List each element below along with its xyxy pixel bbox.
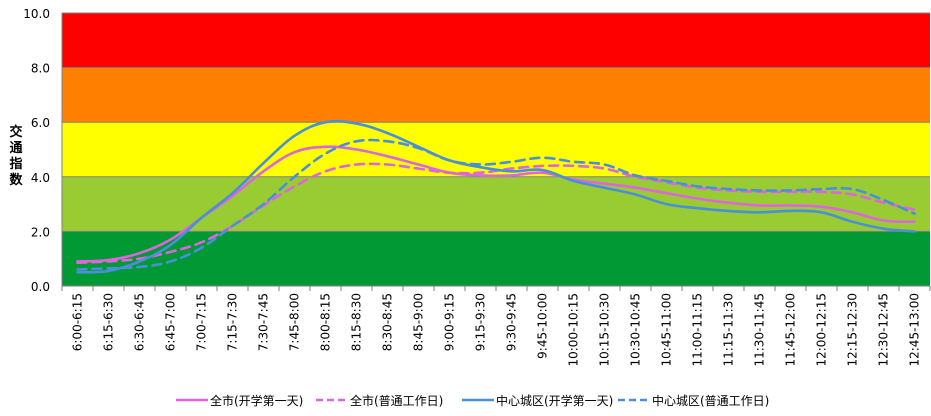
y-axis-label-char: 通 bbox=[9, 140, 22, 156]
x-tick-label: 10:00-10:15 bbox=[567, 293, 581, 367]
y-tick-label: 2.0 bbox=[31, 225, 50, 239]
x-tick-label: 6:45-7:00 bbox=[164, 293, 178, 351]
x-tick-label: 10:15-10:30 bbox=[598, 293, 612, 367]
x-tick-label: 9:00-9:15 bbox=[443, 293, 457, 351]
x-tick-label: 10:45-11:00 bbox=[660, 293, 674, 367]
x-tick-label: 11:15-11:30 bbox=[722, 293, 736, 367]
y-tick-label: 10.0 bbox=[23, 7, 50, 21]
x-tick-label: 9:15-9:30 bbox=[474, 293, 488, 351]
x-tick-label: 8:00-8:15 bbox=[319, 293, 333, 351]
y-axis-label-char: 指 bbox=[9, 156, 22, 172]
series-lines bbox=[76, 119, 916, 274]
band-2 bbox=[62, 122, 930, 177]
x-tick-label: 6:30-6:45 bbox=[133, 293, 147, 351]
x-tick-label: 9:45-10:00 bbox=[536, 293, 550, 359]
x-tick-labels: 6:00-6:15 6:15-6:30 6:30-6:45 6:45-7:00 7:00… bbox=[71, 293, 922, 367]
x-tick-label: 7:00-7:15 bbox=[195, 293, 209, 351]
legend-label-1: 全市(普通工作日) bbox=[350, 393, 443, 408]
y-axis-label: 交通指数 bbox=[9, 124, 23, 188]
y-tick-label: 0.0 bbox=[31, 280, 50, 294]
x-tick-label: 11:00-11:15 bbox=[691, 293, 705, 367]
x-tick-label: 6:15-6:30 bbox=[102, 293, 116, 351]
x-tick-label: 9:30-9:45 bbox=[505, 293, 519, 351]
x-tick-label: 12:30-12:45 bbox=[877, 293, 891, 367]
x-tick-label: 7:45-8:00 bbox=[288, 293, 302, 351]
band-3 bbox=[62, 67, 930, 123]
x-tick-label: 8:15-8:30 bbox=[350, 293, 364, 351]
y-tick-label: 6.0 bbox=[31, 116, 50, 130]
x-tick-label: 10:30-10:45 bbox=[629, 293, 643, 367]
x-tick-label: 11:30-11:45 bbox=[753, 293, 767, 367]
legend-label-2: 中心城区(开学第一天) bbox=[496, 393, 613, 408]
band-1 bbox=[62, 176, 930, 232]
x-tick-label: 8:30-8:45 bbox=[381, 293, 395, 351]
band-0 bbox=[62, 231, 930, 286]
x-tick-label: 8:45-9:00 bbox=[412, 293, 426, 351]
y-tick-label: 4.0 bbox=[31, 171, 50, 185]
band-4 bbox=[62, 13, 930, 68]
legend: 全市(开学第一天) 全市(普通工作日) 中心城区(开学第一天) 中心城区(普通工作日) bbox=[176, 393, 769, 408]
series-line-2 bbox=[76, 119, 916, 274]
y-axis-label-char: 数 bbox=[9, 172, 23, 188]
legend-label-3: 中心城区(普通工作日) bbox=[652, 393, 769, 408]
x-tick-label: 7:15-7:30 bbox=[226, 293, 240, 351]
x-tick-label: 12:45-13:00 bbox=[908, 293, 922, 367]
series-line-3 bbox=[76, 138, 916, 271]
x-tick-label: 11:45-12:00 bbox=[784, 293, 798, 367]
legend-label-0: 全市(开学第一天) bbox=[210, 393, 303, 408]
y-tick-label: 8.0 bbox=[31, 62, 50, 76]
x-tick-label: 7:30-7:45 bbox=[257, 293, 271, 351]
x-tick-label: 6:00-6:15 bbox=[71, 293, 85, 351]
x-tick-label: 12:15-12:30 bbox=[846, 293, 860, 367]
x-tick-label: 12:00-12:15 bbox=[815, 293, 829, 367]
y-axis-label-char: 交 bbox=[9, 124, 22, 140]
risk-bands bbox=[62, 13, 930, 286]
y-tick-labels: 0.0 2.0 4.0 6.0 8.0 10.0 bbox=[23, 7, 50, 294]
